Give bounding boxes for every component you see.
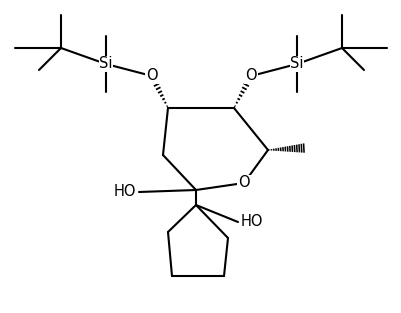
Text: O: O — [238, 176, 249, 191]
Text: O: O — [146, 69, 158, 84]
Text: O: O — [245, 69, 256, 84]
Text: HO: HO — [113, 184, 136, 199]
Text: Si: Si — [290, 57, 303, 71]
Text: HO: HO — [240, 214, 263, 229]
Text: Si: Si — [99, 57, 112, 71]
